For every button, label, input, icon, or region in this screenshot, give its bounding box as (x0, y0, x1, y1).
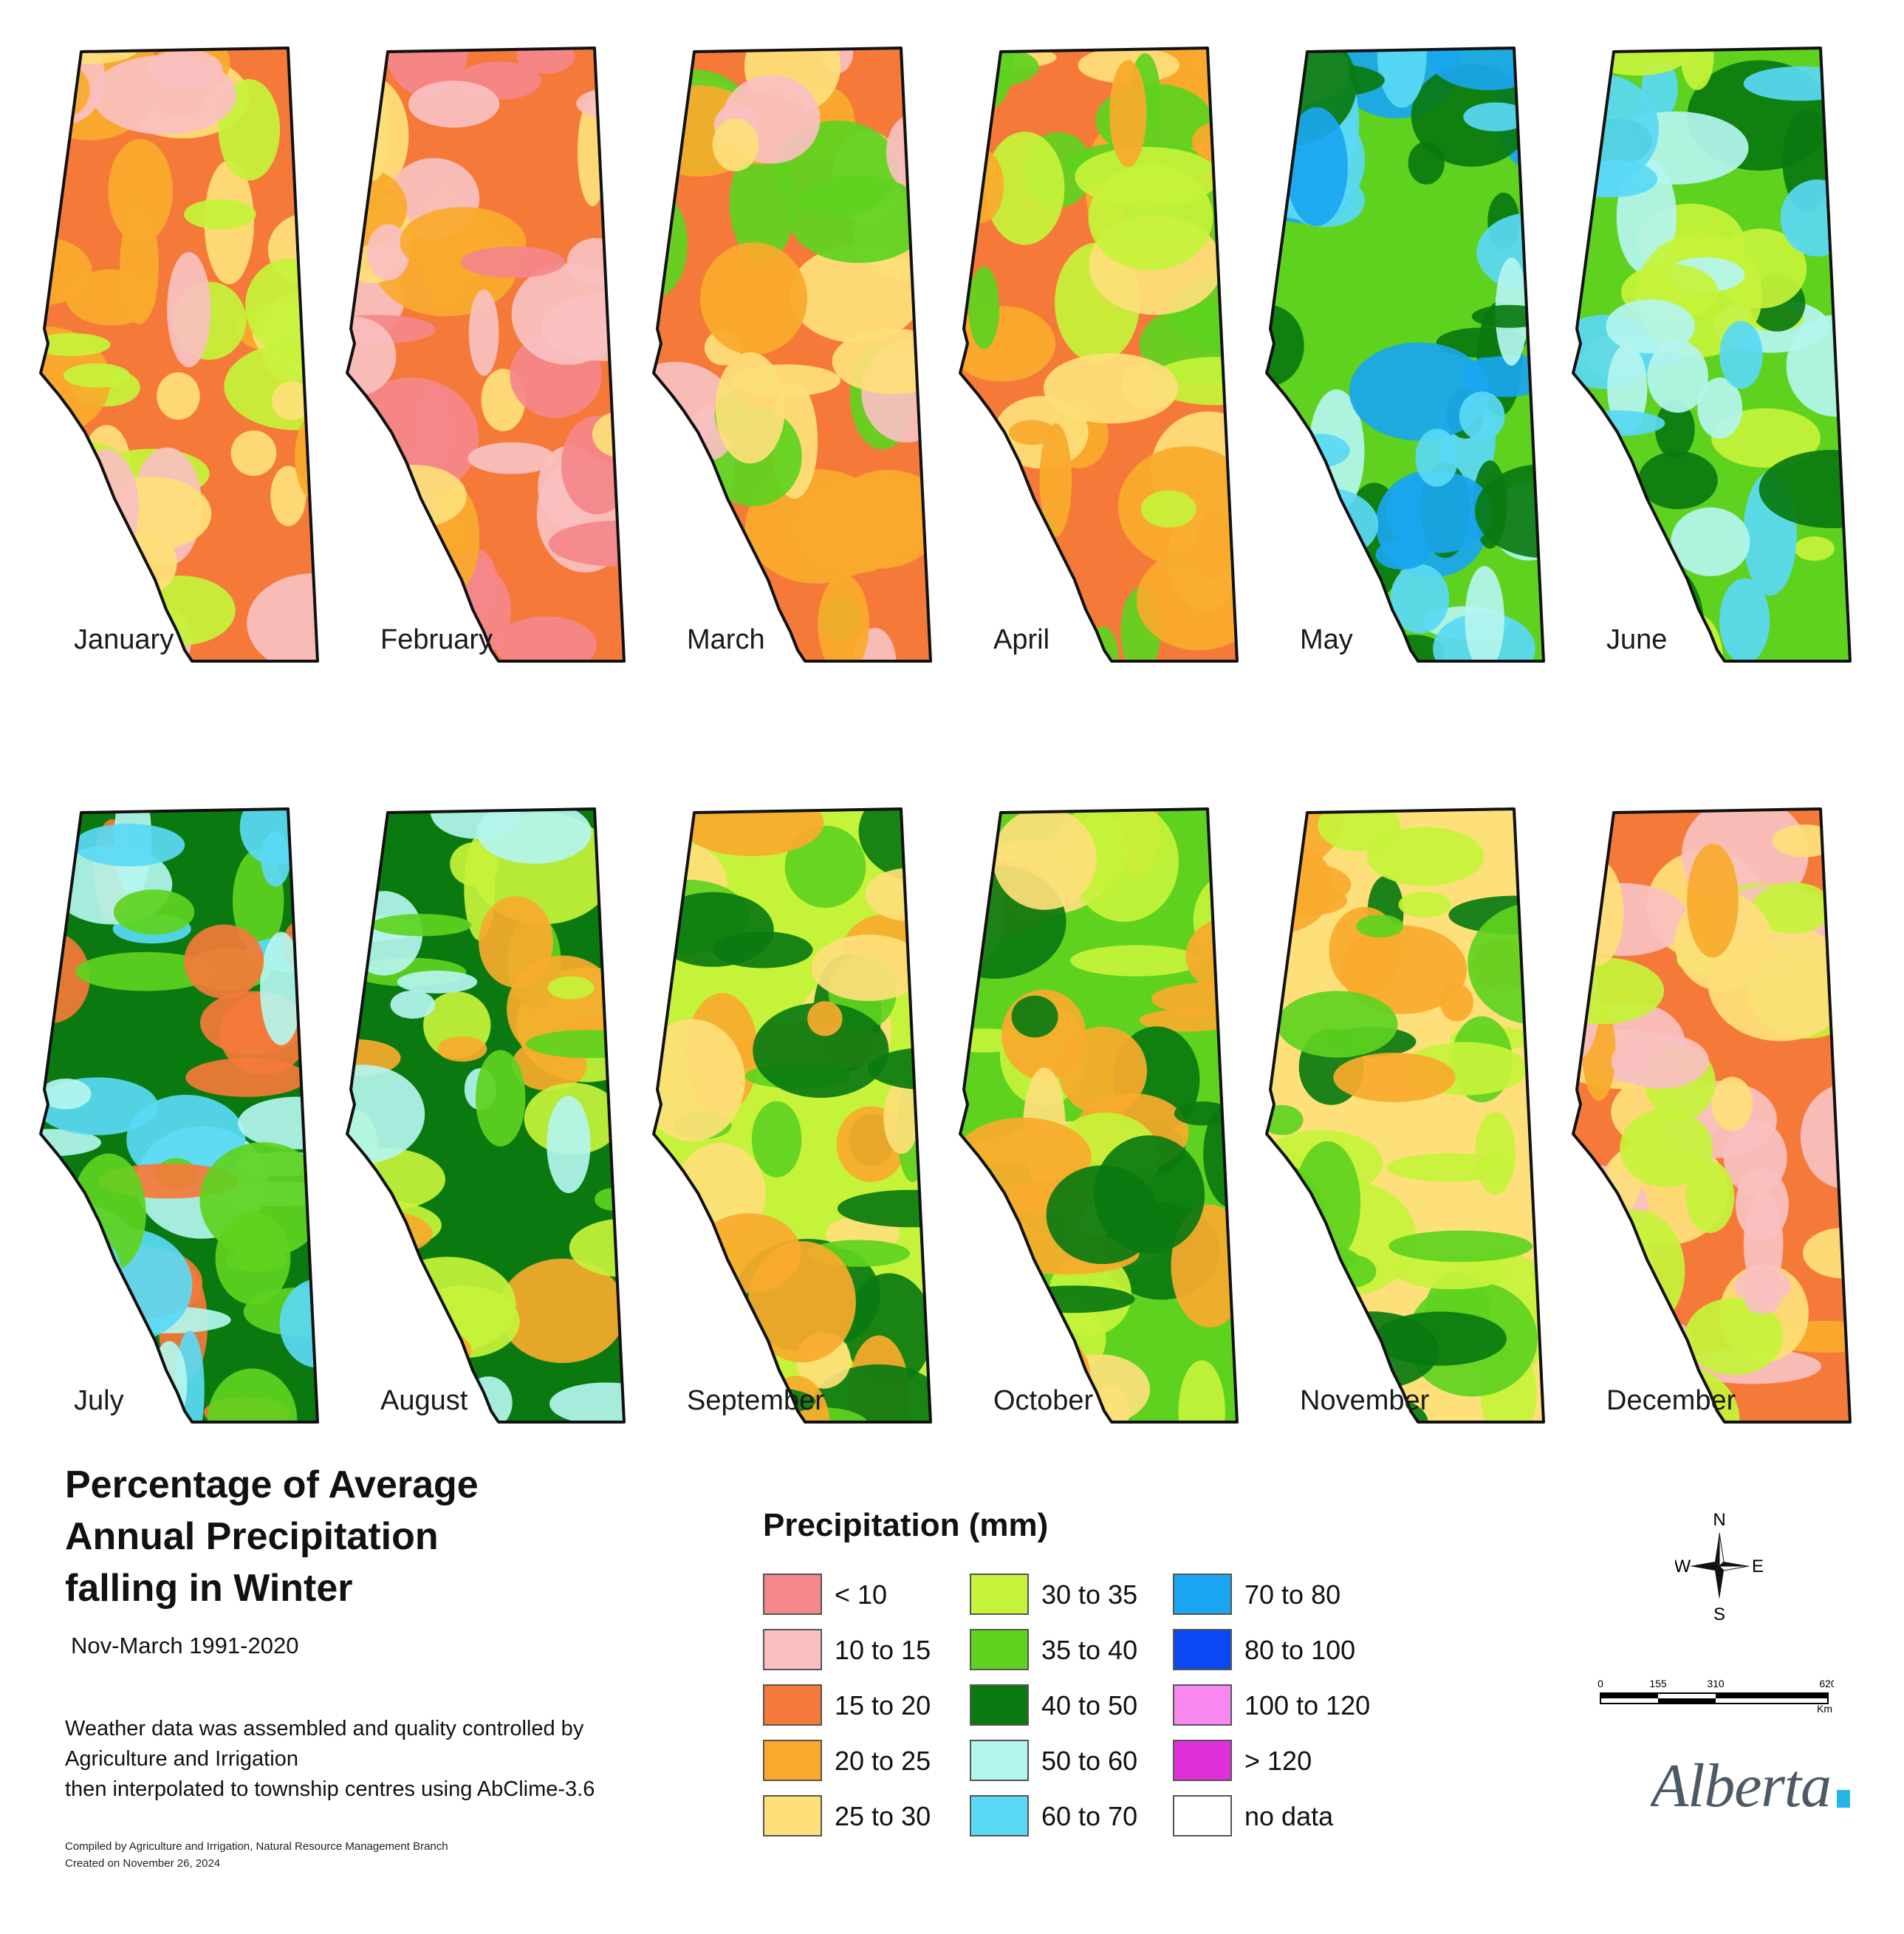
credit-line-2: Created on November 26, 2024 (65, 1857, 221, 1870)
month-map-november (1265, 807, 1545, 1424)
legend-label: > 120 (1244, 1746, 1312, 1776)
month-label-december: December (1606, 1385, 1736, 1416)
month-map-march (652, 47, 932, 663)
scale-bar: 0 155 310 620 Km (1597, 1678, 1834, 1715)
legend-label: 60 to 70 (1041, 1801, 1138, 1831)
note-line-3: then interpolated to township centres us… (65, 1777, 595, 1801)
legend-swatch (763, 1795, 822, 1836)
legend-label: 20 to 25 (835, 1746, 931, 1776)
month-map-january (39, 47, 319, 663)
compass-w: W (1675, 1557, 1691, 1576)
month-label-september: September (687, 1385, 824, 1416)
note-line-1: Weather data was assembled and quality c… (65, 1717, 584, 1740)
month-map-may (1265, 47, 1545, 663)
month-label-may: May (1300, 624, 1353, 655)
legend-swatch (763, 1740, 822, 1781)
legend-swatch (970, 1740, 1029, 1781)
legend-swatch (970, 1573, 1029, 1615)
month-map-september (652, 807, 932, 1424)
month-map-february (346, 47, 626, 663)
legend-label: 40 to 50 (1041, 1690, 1138, 1721)
month-label-february: February (380, 624, 493, 655)
month-label-january: January (74, 624, 174, 655)
scale-unit: Km (1817, 1703, 1832, 1715)
legend-label: 50 to 60 (1041, 1746, 1138, 1776)
map-subtitle: Nov-March 1991-2020 (71, 1633, 299, 1658)
title-line-1: Percentage of Average (65, 1463, 479, 1506)
month-map-july (39, 807, 319, 1424)
legend-swatch (763, 1629, 822, 1670)
legend-swatch (763, 1573, 822, 1615)
legend-label: 70 to 80 (1244, 1579, 1341, 1610)
month-label-october: October (993, 1385, 1094, 1416)
legend-label: 30 to 35 (1041, 1579, 1138, 1610)
compass-e: E (1752, 1557, 1764, 1576)
legend-swatch (1173, 1573, 1232, 1615)
month-label-june: June (1606, 624, 1668, 655)
legend-label: 25 to 30 (835, 1801, 931, 1831)
note-line-2: Agriculture and Irrigation (65, 1747, 298, 1771)
credits: Compiled by Agriculture and Irrigation, … (65, 1838, 448, 1872)
month-map-december (1572, 807, 1852, 1424)
compass-rose-icon: N S W E (1675, 1511, 1764, 1622)
month-label-november: November (1300, 1385, 1430, 1416)
scale-tick-2: 310 (1707, 1678, 1725, 1689)
title-line-3: falling in Winter (65, 1567, 353, 1610)
scale-tick-3: 620 (1819, 1678, 1834, 1689)
month-label-august: August (380, 1385, 468, 1416)
data-notes: Weather data was assembled and quality c… (65, 1714, 595, 1805)
legend-swatch (970, 1629, 1029, 1670)
legend-swatch (1173, 1629, 1232, 1670)
compass-n: N (1713, 1511, 1725, 1530)
map-title: Percentage of Average Annual Precipitati… (65, 1459, 582, 1614)
legend-swatch (763, 1684, 822, 1726)
legend-label: 15 to 20 (835, 1690, 931, 1721)
compass-s: S (1713, 1605, 1725, 1622)
month-map-august (346, 807, 626, 1424)
month-map-april (959, 47, 1239, 663)
legend-label: 10 to 15 (835, 1635, 931, 1665)
title-line-2: Annual Precipitation (65, 1515, 439, 1558)
month-label-july: July (74, 1385, 124, 1416)
scale-tick-1: 155 (1649, 1678, 1667, 1689)
scale-tick-0: 0 (1597, 1678, 1603, 1689)
legend-title: Precipitation (mm) (763, 1507, 1049, 1543)
legend-label: < 10 (835, 1579, 888, 1610)
credit-line-1: Compiled by Agriculture and Irrigation, … (65, 1840, 448, 1853)
alberta-logo: Alberta (1651, 1752, 1850, 1820)
month-map-october (959, 807, 1239, 1424)
month-label-march: March (687, 624, 765, 655)
legend-swatch (970, 1684, 1029, 1726)
legend-swatch (1173, 1740, 1232, 1781)
legend-label: 100 to 120 (1244, 1690, 1371, 1721)
legend-swatch (1173, 1684, 1232, 1726)
legend-label: 35 to 40 (1041, 1635, 1138, 1665)
legend-swatch (970, 1795, 1029, 1836)
legend-swatch (1173, 1795, 1232, 1836)
monthly-maps (39, 47, 1852, 1424)
month-map-june (1572, 47, 1852, 663)
month-label-april: April (993, 624, 1050, 655)
legend-label: 80 to 100 (1244, 1635, 1356, 1665)
alberta-logo-text: Alberta (1651, 1752, 1832, 1820)
legend-label: no data (1244, 1801, 1334, 1831)
